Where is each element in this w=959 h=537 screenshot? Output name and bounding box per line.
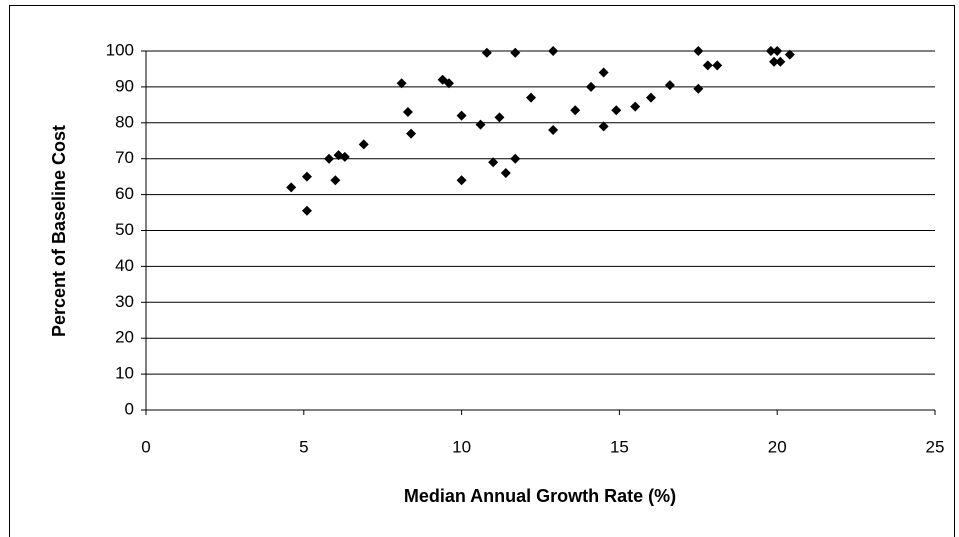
point: [702, 60, 713, 71]
x-tick-label: 0: [141, 437, 150, 456]
point: [585, 81, 596, 92]
point: [443, 78, 454, 89]
y-tick-label: 60: [115, 184, 134, 203]
chart-frame: [9, 5, 955, 537]
point: [693, 83, 704, 94]
x-tick-label: 25: [926, 437, 945, 456]
y-tick-label: 10: [115, 364, 134, 383]
point: [488, 157, 499, 168]
point: [481, 47, 492, 58]
point: [406, 128, 417, 139]
point: [598, 67, 609, 78]
point: [765, 46, 776, 56]
point: [598, 121, 609, 132]
point: [784, 49, 795, 60]
point: [475, 119, 486, 130]
point: [645, 92, 656, 103]
point: [456, 175, 467, 186]
point: [510, 153, 521, 164]
y-tick-label: 0: [125, 399, 134, 418]
point: [693, 46, 704, 56]
point: [301, 205, 312, 216]
point: [769, 56, 780, 67]
point: [500, 168, 511, 179]
y-tick-label: 50: [115, 220, 134, 239]
point: [358, 139, 369, 150]
x-axis-title: Median Annual Growth Rate (%): [404, 486, 676, 506]
point: [772, 46, 783, 56]
y-axis-title: Percent of Baseline Cost: [49, 125, 69, 337]
point: [510, 47, 521, 58]
point: [301, 171, 312, 182]
point: [339, 151, 350, 162]
point: [712, 60, 723, 71]
point: [775, 56, 786, 67]
point: [330, 175, 341, 186]
point: [611, 105, 622, 116]
y-tick-label: 20: [115, 328, 134, 347]
point: [630, 101, 641, 112]
point: [494, 112, 505, 123]
x-tick-label: 20: [768, 437, 787, 456]
point: [570, 105, 581, 116]
y-tick-label: 30: [115, 292, 134, 311]
point: [548, 124, 559, 135]
y-tick-label: 100: [106, 40, 134, 59]
point: [456, 110, 467, 121]
x-tick-label: 5: [299, 437, 308, 456]
y-tick-label: 40: [115, 256, 134, 275]
point: [286, 182, 297, 193]
point: [526, 92, 537, 103]
point: [548, 46, 559, 56]
point: [324, 153, 335, 164]
point: [396, 78, 407, 89]
y-tick-label: 70: [115, 148, 134, 167]
y-tick-label: 90: [115, 76, 134, 95]
x-tick-label: 10: [452, 437, 471, 456]
y-tick-label: 80: [115, 112, 134, 131]
x-tick-label: 15: [610, 437, 629, 456]
point: [402, 107, 413, 118]
point: [664, 80, 675, 91]
